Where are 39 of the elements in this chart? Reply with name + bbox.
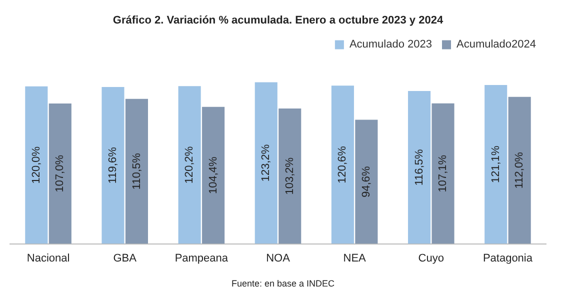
bar	[355, 120, 378, 244]
bar	[254, 82, 278, 244]
bar	[102, 86, 124, 244]
data-label: 116,5%	[413, 148, 426, 186]
bar	[25, 86, 48, 244]
data-label: 120,2%	[184, 146, 196, 184]
bar	[278, 108, 302, 244]
x-tick-label: NEA	[343, 252, 367, 264]
data-label: 120,0%	[30, 146, 42, 184]
data-label: 120,6%	[336, 146, 349, 184]
data-label: 110,5%	[130, 152, 143, 190]
x-tick-label: Pampeana	[174, 252, 229, 264]
data-label: 123,2%	[260, 144, 272, 182]
x-tick-label: NOA	[266, 252, 291, 264]
data-label: 103,2%	[284, 157, 296, 195]
source-note: Fuente: en base a INDEC	[231, 278, 336, 288]
bar	[178, 86, 201, 244]
data-label: 107,0%	[54, 154, 66, 192]
legend-label: Acumulado 2023	[349, 38, 432, 51]
bar	[331, 86, 354, 244]
bar	[408, 91, 431, 244]
bar	[202, 106, 225, 244]
bar	[508, 96, 531, 244]
data-label: 112,0%	[514, 152, 526, 189]
data-label: 119,6%	[107, 146, 120, 184]
x-tick-label: Patagonia	[482, 252, 534, 264]
bar	[484, 84, 508, 244]
x-tick-label: GBA	[113, 252, 138, 264]
x-tick-label: Cuyo	[418, 252, 444, 264]
chart-title: Gráfico 2. Variación % acumulada. Enero a octubre 2023 y 2024	[112, 14, 444, 27]
bar	[125, 98, 148, 244]
data-label: 94,6%	[360, 166, 372, 198]
data-label: 121,1%	[490, 146, 502, 184]
data-label: 107,1%	[437, 154, 450, 192]
bar	[48, 103, 72, 244]
bar	[432, 103, 454, 244]
x-tick-label: Nacional	[26, 252, 70, 264]
data-label: 104,4%	[207, 156, 220, 194]
legend-label: Acumulado2024	[456, 38, 536, 51]
